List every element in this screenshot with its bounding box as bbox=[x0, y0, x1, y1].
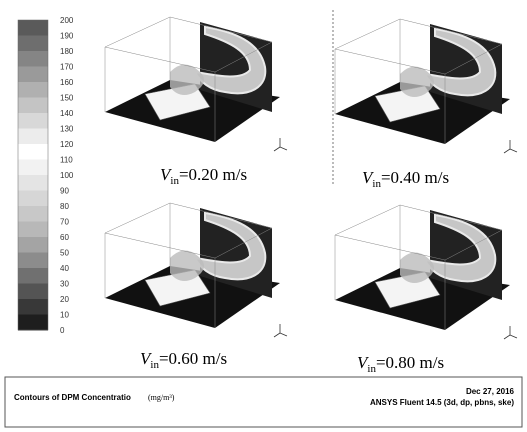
colorbar-swatch bbox=[18, 129, 48, 145]
footer-unit: (mg/m³) bbox=[148, 393, 175, 402]
caption-value: =0.60 m/s bbox=[159, 349, 227, 368]
colorbar-swatch bbox=[18, 51, 48, 67]
colorbar-swatch bbox=[18, 268, 48, 284]
colorbar-label: 90 bbox=[60, 187, 69, 196]
colorbar-swatch bbox=[18, 144, 48, 160]
colorbar-swatch bbox=[18, 98, 48, 114]
colorbar-swatch bbox=[18, 253, 48, 269]
colorbar-label: 70 bbox=[60, 218, 69, 227]
footer-title: Contours of DPM Concentratio bbox=[14, 393, 131, 402]
contour-panel bbox=[335, 19, 517, 153]
colorbar-label: 20 bbox=[60, 295, 69, 304]
colorbar-swatch bbox=[18, 237, 48, 253]
colorbar-swatch bbox=[18, 222, 48, 238]
colorbar-swatch bbox=[18, 284, 48, 300]
caption: Vin=0.80 m/s bbox=[357, 353, 444, 375]
colorbar-label: 50 bbox=[60, 249, 69, 258]
colorbar-label: 170 bbox=[60, 63, 74, 72]
colorbar-swatch bbox=[18, 206, 48, 222]
colorbar-label: 100 bbox=[60, 171, 74, 180]
colorbar-label: 130 bbox=[60, 125, 74, 134]
colorbar-label: 120 bbox=[60, 140, 74, 149]
colorbar-swatch bbox=[18, 20, 48, 36]
footer-software: ANSYS Fluent 14.5 (3d, dp, pbns, ske) bbox=[370, 398, 514, 407]
colorbar-label: 180 bbox=[60, 47, 74, 56]
caption: Vin=0.20 m/s bbox=[160, 165, 247, 187]
colorbar-swatch bbox=[18, 36, 48, 52]
colorbar-swatch bbox=[18, 67, 48, 83]
colorbar-swatch bbox=[18, 315, 48, 331]
caption: Vin=0.40 m/s bbox=[362, 168, 449, 190]
caption-value: =0.20 m/s bbox=[179, 165, 247, 184]
axis-triad bbox=[274, 324, 287, 337]
contour-panel bbox=[335, 205, 517, 339]
colorbar-swatch bbox=[18, 82, 48, 98]
caption: Vin=0.60 m/s bbox=[140, 349, 227, 371]
colorbar-label: 140 bbox=[60, 109, 74, 118]
colorbar-label: 190 bbox=[60, 32, 74, 41]
footer-date: Dec 27, 2016 bbox=[466, 387, 515, 396]
colorbar-label: 160 bbox=[60, 78, 74, 87]
colorbar-label: 0 bbox=[60, 326, 65, 335]
caption-value: =0.80 m/s bbox=[376, 353, 444, 372]
colorbar-swatch bbox=[18, 113, 48, 129]
colorbar-label: 80 bbox=[60, 202, 69, 211]
colorbar-swatch bbox=[18, 299, 48, 315]
axis-triad bbox=[504, 140, 517, 153]
colorbar-label: 110 bbox=[60, 156, 73, 165]
colorbar-label: 200 bbox=[60, 16, 74, 25]
caption-value: =0.40 m/s bbox=[381, 168, 449, 187]
colorbar-swatch bbox=[18, 191, 48, 207]
colorbar-swatch bbox=[18, 160, 48, 176]
colorbar-label: 40 bbox=[60, 264, 69, 273]
figure: Contours of DPM Concentratio (mg/m³) Dec… bbox=[0, 0, 527, 432]
colorbar-label: 60 bbox=[60, 233, 69, 242]
colorbar-label: 30 bbox=[60, 280, 69, 289]
colorbar-label: 10 bbox=[60, 311, 69, 320]
colorbar-swatch bbox=[18, 175, 48, 191]
axis-triad bbox=[504, 326, 517, 339]
colorbar-label: 150 bbox=[60, 94, 74, 103]
contour-panel bbox=[105, 17, 287, 151]
axis-triad bbox=[274, 138, 287, 151]
contour-panel bbox=[105, 203, 287, 337]
